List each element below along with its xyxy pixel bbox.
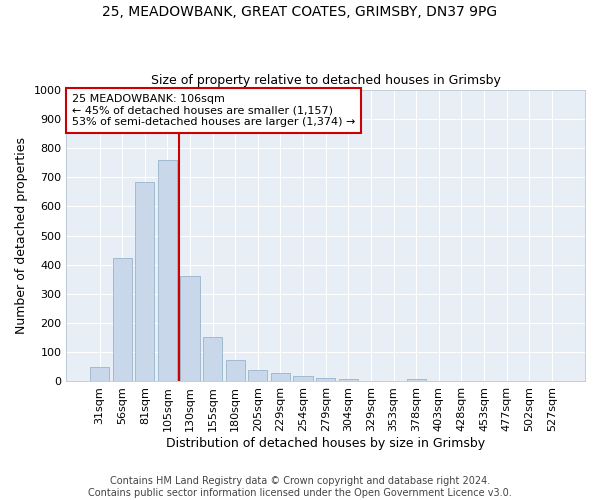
Text: 25, MEADOWBANK, GREAT COATES, GRIMSBY, DN37 9PG: 25, MEADOWBANK, GREAT COATES, GRIMSBY, D… [103, 5, 497, 19]
Y-axis label: Number of detached properties: Number of detached properties [15, 137, 28, 334]
Bar [203, 337, 222, 382]
Bar [407, 379, 426, 382]
Text: 25 MEADOWBANK: 106sqm
← 45% of detached houses are smaller (1,157)
53% of semi-d: 25 MEADOWBANK: 106sqm ← 45% of detached … [71, 94, 355, 127]
Bar [293, 376, 313, 382]
Bar [158, 160, 177, 382]
Bar [271, 374, 290, 382]
Bar [135, 182, 154, 382]
Title: Size of property relative to detached houses in Grimsby: Size of property relative to detached ho… [151, 74, 500, 87]
Text: Contains HM Land Registry data © Crown copyright and database right 2024.
Contai: Contains HM Land Registry data © Crown c… [88, 476, 512, 498]
X-axis label: Distribution of detached houses by size in Grimsby: Distribution of detached houses by size … [166, 437, 485, 450]
Bar [248, 370, 268, 382]
Bar [90, 367, 109, 382]
Bar [113, 258, 132, 382]
Bar [181, 276, 200, 382]
Bar [226, 360, 245, 382]
Bar [316, 378, 335, 382]
Bar [339, 379, 358, 382]
